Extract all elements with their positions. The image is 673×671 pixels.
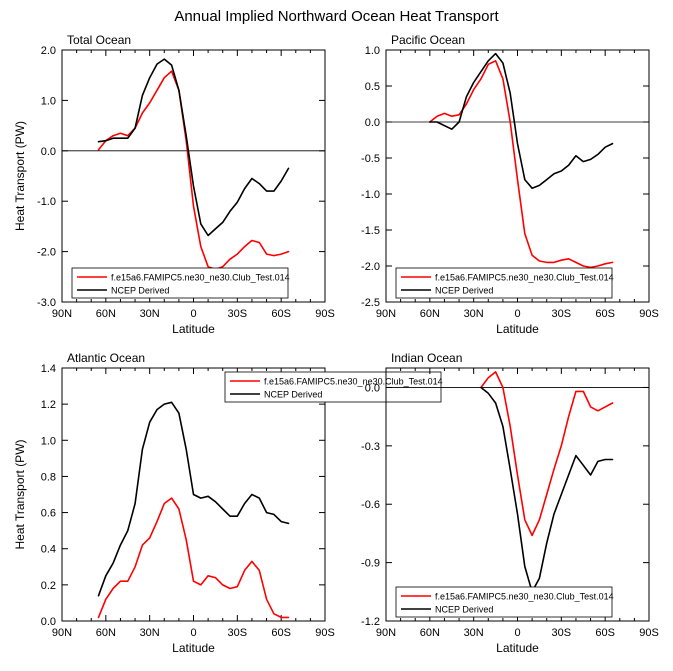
panel1-x-tick-label: 90N — [52, 308, 72, 320]
panel4-x-tick-label: 30S — [552, 627, 572, 639]
panel4-x-tick-label: 90N — [376, 627, 396, 639]
panel3-x-tick-label: 30N — [140, 627, 160, 639]
panel3-series-ncep-line — [97, 401, 290, 597]
panel3-x-axis-label: Latitude — [172, 641, 215, 655]
panel3-x-tick-label: 60S — [271, 627, 291, 639]
panel1-series-model-line — [97, 70, 290, 271]
panel3-x-tick-label: 90N — [52, 627, 72, 639]
panel1-x-tick-label: 60N — [96, 308, 116, 320]
panel3-legend-label-model: f.e15a6.FAMIPC5.ne30_ne30.Club_Test.014 — [264, 377, 443, 387]
panel1-y-tick-label: -3.0 — [37, 297, 56, 309]
panel4-x-tick-label: 60S — [595, 627, 615, 639]
panel1-y-axis-label: Heat Transport (PW) — [13, 121, 27, 231]
panel4-series-ncep-line — [480, 386, 614, 593]
panel3-y-tick-label: 0.2 — [41, 580, 56, 592]
panel3-y-tick-label: 1.0 — [41, 435, 56, 447]
panel3-x-tick-label: 30S — [228, 627, 248, 639]
panel4-x-tick-label: 30N — [464, 627, 484, 639]
panel4-x-tick-label: 60N — [420, 627, 440, 639]
panel3-x-tick-label: 90S — [315, 627, 335, 639]
panel1-x-tick-label: 60S — [271, 308, 291, 320]
panel2-x-tick-label: 30N — [464, 308, 484, 320]
panel1-legend-box — [71, 267, 289, 299]
panel4-x-tick-label: 0 — [514, 627, 520, 639]
panel1-plot-frame — [61, 49, 326, 303]
panel1-y-tick-label: -2.0 — [37, 247, 56, 259]
panel2-legend-box — [395, 267, 613, 299]
panel3-y-axis-label: Heat Transport (PW) — [13, 439, 27, 549]
panel2-y-tick-label: -1.5 — [361, 225, 380, 237]
panel1-y-tick-label: 2.0 — [41, 45, 56, 57]
panel2-x-tick-label: 0 — [514, 308, 520, 320]
panel2-series-ncep-line — [428, 52, 614, 189]
panel2-x-tick-label: 90S — [639, 308, 659, 320]
panel4-y-tick-label: -1.2 — [361, 616, 380, 628]
panel3-x-tick-label: 0 — [190, 627, 196, 639]
panel3-legend-label-ncep: NCEP Derived — [264, 390, 322, 400]
panel1-x-tick-label: 90S — [315, 308, 335, 320]
panel2-y-tick-label: -1.0 — [361, 189, 380, 201]
panel4-x-axis-label: Latitude — [496, 641, 539, 655]
panel1-legend-label-ncep: NCEP Derived — [111, 286, 169, 296]
panel2-y-tick-label: -0.5 — [361, 153, 380, 165]
panel3-x-tick-label: 60N — [96, 627, 116, 639]
panel4-x-tick-label: 90S — [639, 627, 659, 639]
panel4-legend-label-model: f.e15a6.FAMIPC5.ne30_ne30.Club_Test.014 — [435, 592, 614, 602]
panel3-y-tick-label: 1.4 — [41, 363, 56, 375]
panel4-legend-box — [395, 586, 613, 618]
figure-title: Annual Implied Northward Ocean Heat Tran… — [174, 8, 499, 25]
panel4-y-tick-label: 0.0 — [365, 382, 380, 394]
panel1-y-tick-label: -1.0 — [37, 196, 56, 208]
panel1-series-ncep-line — [97, 58, 290, 237]
panel1-legend-label-model: f.e15a6.FAMIPC5.ne30_ne30.Club_Test.014 — [111, 273, 290, 283]
panel2-y-tick-label: 1.0 — [365, 45, 380, 57]
panel3-series-model-line — [97, 497, 290, 619]
panel3-y-tick-label: 0.0 — [41, 616, 56, 628]
panel2-y-tick-label: 0.0 — [365, 117, 380, 129]
panel2-x-tick-label: 60S — [595, 308, 615, 320]
panel1-y-tick-label: 1.0 — [41, 95, 56, 107]
panel2-x-tick-label: 30S — [552, 308, 572, 320]
panel4-title: Indian Ocean — [391, 351, 462, 365]
panel1-x-axis-label: Latitude — [172, 322, 215, 336]
panel1-title: Total Ocean — [67, 33, 131, 47]
panel4-y-tick-label: -0.6 — [361, 499, 380, 511]
panel3-y-tick-label: 0.8 — [41, 471, 56, 483]
panel3-y-tick-label: 0.6 — [41, 508, 56, 520]
panel3-title: Atlantic Ocean — [67, 351, 145, 365]
panel4-y-tick-label: -0.3 — [361, 441, 380, 453]
panel4-y-tick-label: -0.9 — [361, 558, 380, 570]
panel1-x-tick-label: 30S — [228, 308, 248, 320]
panel4-plot-frame — [385, 367, 650, 622]
panel1-x-tick-label: 0 — [190, 308, 196, 320]
panel4-legend-label-ncep: NCEP Derived — [435, 605, 493, 615]
panel1-x-tick-label: 30N — [140, 308, 160, 320]
panel4-series-model-line — [480, 371, 614, 537]
panel2-y-tick-label: 0.5 — [365, 81, 380, 93]
panel1-y-tick-label: 0.0 — [41, 146, 56, 158]
panel2-title: Pacific Ocean — [391, 33, 465, 47]
panel2-legend-label-model: f.e15a6.FAMIPC5.ne30_ne30.Club_Test.014 — [435, 273, 614, 283]
panel2-x-tick-label: 90N — [376, 308, 396, 320]
panel3-legend-box — [224, 371, 442, 403]
panel2-series-model-line — [428, 59, 614, 269]
panel2-y-tick-label: -2.5 — [361, 297, 380, 309]
panel2-y-tick-label: -2.0 — [361, 261, 380, 273]
panel2-x-axis-label: Latitude — [496, 322, 539, 336]
panel3-y-tick-label: 0.4 — [41, 544, 56, 556]
panel2-legend-label-ncep: NCEP Derived — [435, 286, 493, 296]
panel2-x-tick-label: 60N — [420, 308, 440, 320]
panel3-y-tick-label: 1.2 — [41, 399, 56, 411]
